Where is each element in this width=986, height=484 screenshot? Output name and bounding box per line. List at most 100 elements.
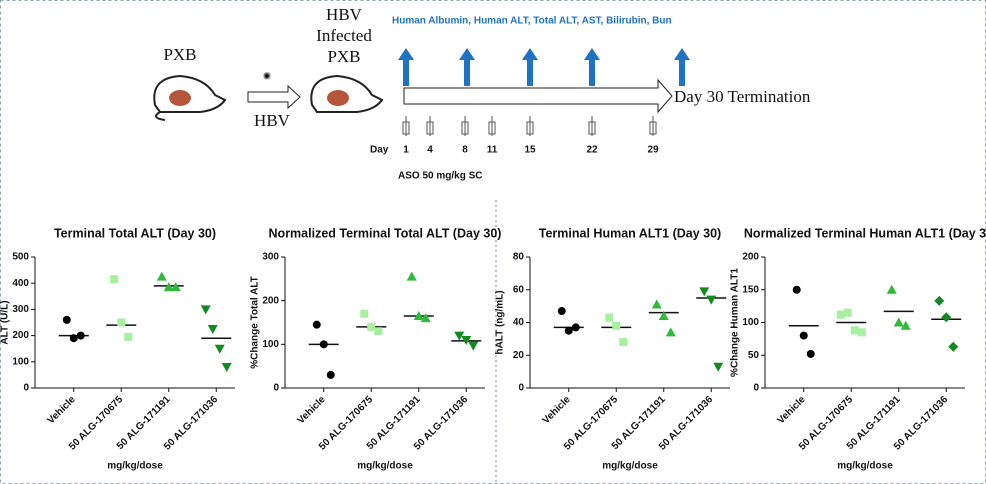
point [836, 310, 845, 319]
infected-label: PXB [327, 47, 360, 66]
liver-icon [169, 90, 191, 106]
termination: Day 30 Termination [674, 87, 811, 106]
x-tick-label: Vehicle [296, 394, 328, 426]
x-axis-label: mg/kg/dose [837, 461, 893, 472]
day: 8 [462, 145, 468, 156]
point [406, 271, 417, 281]
liver-icon [327, 90, 349, 106]
y-tick-label: 200 [12, 330, 29, 341]
pxb-label: PXB [163, 45, 196, 64]
point [843, 308, 852, 317]
point [374, 327, 383, 336]
point [312, 320, 321, 329]
point [367, 322, 376, 331]
y-tick-label: 0 [753, 383, 759, 394]
point [850, 326, 859, 335]
y-tick-label: 0 [23, 383, 29, 394]
y-tick-label: 80 [513, 252, 525, 263]
infected-label: HBV [326, 5, 363, 24]
y-tick-label: 100 [262, 339, 279, 350]
point [948, 341, 959, 352]
y-tick-label: 60 [513, 284, 525, 295]
y-tick-label: 200 [742, 252, 759, 263]
y-tick-label: 40 [513, 317, 525, 328]
point [605, 313, 614, 322]
point [792, 285, 801, 294]
point [156, 271, 167, 281]
point [124, 332, 133, 341]
point [454, 331, 465, 341]
hbv-label: HBV [254, 111, 291, 130]
y-axis-label: %Change Human ALT1 [730, 268, 741, 377]
x-axis-label: mg/kg/dose [602, 461, 658, 472]
virus-icon: ✺ [263, 72, 271, 83]
point [170, 282, 181, 292]
y-axis-label: %Change Total ALT [250, 276, 261, 369]
point [214, 344, 225, 354]
x-axis-label: mg/kg/dose [107, 461, 163, 472]
point [706, 295, 717, 305]
point [420, 313, 431, 323]
y-axis-label: ALT (U/L) [0, 300, 11, 344]
point [713, 362, 724, 372]
x-axis-label: mg/kg/dose [357, 461, 413, 472]
day: 15 [524, 145, 536, 156]
point [665, 327, 676, 337]
day: 4 [427, 145, 433, 156]
chart-title: Normalized Terminal Human ALT1 (Day 3 [744, 226, 986, 240]
y-tick-label: 0 [273, 383, 279, 394]
point [62, 315, 71, 324]
point [564, 326, 573, 335]
point [461, 335, 472, 345]
point [413, 310, 424, 320]
y-tick-label: 100 [742, 317, 759, 328]
point [619, 338, 628, 347]
point [319, 340, 328, 349]
point [886, 284, 897, 294]
day: 11 [487, 145, 498, 156]
point [900, 320, 911, 330]
point [76, 331, 85, 340]
point [806, 349, 815, 358]
point [110, 275, 119, 284]
chart-title: Terminal Human ALT1 (Day 30) [539, 226, 721, 240]
point [571, 323, 580, 332]
y-axis-label: hALT (ng/mL) [495, 290, 506, 354]
point [468, 341, 479, 351]
point [612, 321, 621, 330]
point [857, 328, 866, 337]
point [163, 282, 174, 292]
syringes [402, 116, 657, 136]
readouts: Human Albumin, Human ALT, Total ALT, AST… [392, 16, 672, 27]
y-tick-label: 100 [12, 356, 29, 367]
day: 1 [403, 145, 409, 156]
sampling-arrows [398, 48, 690, 86]
arrow [247, 84, 301, 110]
mouse-icon [310, 74, 384, 113]
day: 29 [647, 145, 659, 156]
point [221, 363, 232, 373]
point [326, 370, 335, 379]
point [893, 317, 904, 327]
mouse-icon [153, 74, 227, 121]
point [941, 312, 952, 323]
point [799, 331, 808, 340]
x-tick-label: Vehicle [776, 394, 808, 426]
x-tick-label: Vehicle [541, 394, 573, 426]
point [207, 325, 218, 335]
x-tick-label: Vehicle [46, 394, 78, 426]
point [934, 295, 945, 306]
point [699, 287, 710, 297]
y-tick-label: 400 [12, 278, 29, 289]
day: 22 [586, 145, 598, 156]
infected-label: Infected [316, 26, 372, 45]
chart-title: Normalized Terminal Total ALT (Day 30) [269, 226, 502, 240]
y-tick-label: 200 [262, 295, 279, 306]
day-label: Day [370, 145, 389, 156]
chart-title: Terminal Total ALT (Day 30) [54, 226, 216, 240]
point [200, 305, 211, 315]
point [69, 334, 78, 343]
timeline-arrow [403, 78, 673, 114]
y-tick-label: 500 [12, 252, 29, 263]
